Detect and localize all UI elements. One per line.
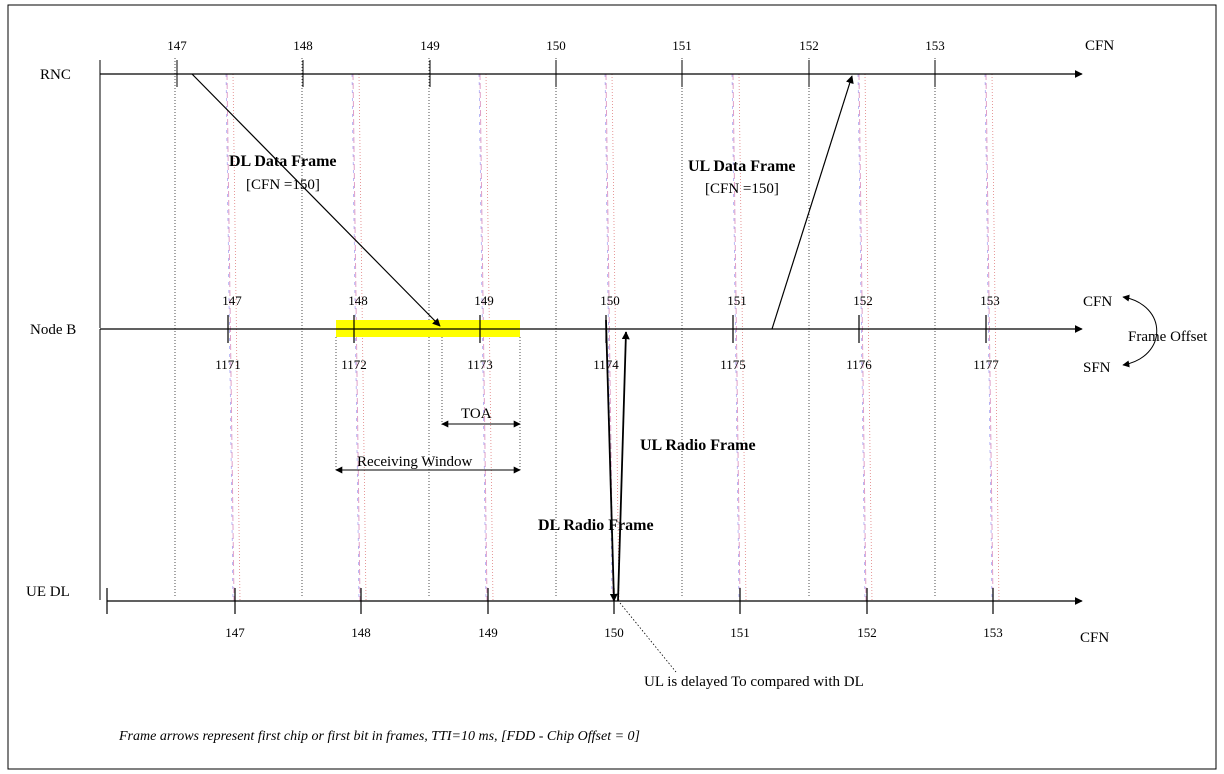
ul-data-frame-label: UL Data Frame <box>688 158 796 175</box>
nodeb-cfn-152: 152 <box>853 293 873 308</box>
ue-cfn-150: 150 <box>604 625 624 640</box>
dl-radio-frame-label: DL Radio Frame <box>538 517 654 534</box>
rnc-label: RNC <box>40 67 71 83</box>
nodeb-cfn-147: 147 <box>222 293 242 308</box>
ul-radio-frame-arrow <box>617 331 630 602</box>
ue-cfn-149: 149 <box>478 625 498 640</box>
frame-offset-label: Frame Offset <box>1128 329 1208 345</box>
nodeb-cfn-148: 148 <box>348 293 368 308</box>
ue-cfn-label: CFN <box>1080 630 1109 646</box>
guide-red-1 <box>358 73 367 602</box>
guide-pink-3 <box>605 73 614 602</box>
nodeb-cfn-150: 150 <box>600 293 620 308</box>
guide-pink-1 <box>352 73 361 602</box>
guide-pink-5 <box>858 73 867 602</box>
ul-data-frame-cfn: [CFN =150] <box>705 181 779 197</box>
ue-cfn-153: 153 <box>983 625 1003 640</box>
guide-red-3 <box>611 73 620 602</box>
guide-pink-6 <box>985 73 994 602</box>
nodeb-cfn-153: 153 <box>980 293 1000 308</box>
ul-delayed-pointer <box>619 602 677 673</box>
ul-delayed-note: UL is delayed To compared with DL <box>644 674 864 690</box>
dl-data-frame-arrow <box>191 73 441 327</box>
rnc-cfn-label: CFN <box>1085 38 1114 54</box>
rnc-cfn-149: 149 <box>420 38 440 53</box>
nodeb-sfn-1171: 1171 <box>215 357 241 372</box>
frame-offset-arrow <box>1122 294 1158 368</box>
rnc-cfn-147: 147 <box>167 38 187 53</box>
nodeb-sfn-1175: 1175 <box>720 357 746 372</box>
toa-label: TOA <box>461 406 492 422</box>
frame-guide-lines <box>174 58 1000 602</box>
rnc-cfn-153: 153 <box>925 38 945 53</box>
guide-pink-2 <box>479 73 488 602</box>
nodeb-cfn-label: CFN <box>1083 294 1112 310</box>
ue-cfn-152: 152 <box>857 625 877 640</box>
nodeb-sfn-1173: 1173 <box>467 357 493 372</box>
dl-data-frame-cfn: [CFN =150] <box>246 177 320 193</box>
guide-blue-1 <box>351 73 360 602</box>
nodeb-cfn-149: 149 <box>474 293 494 308</box>
guide-pink-4 <box>732 73 741 602</box>
rnc-cfn-152: 152 <box>799 38 819 53</box>
guide-red-6 <box>991 73 1000 602</box>
footnote: Frame arrows represent first chip or fir… <box>118 729 640 744</box>
ue-cfn-147: 147 <box>225 625 245 640</box>
guide-pink-0 <box>226 73 235 602</box>
rnc-ticks: 147 148 149 150 151 152 153 <box>167 38 945 87</box>
ul-radio-frame-label: UL Radio Frame <box>640 437 756 454</box>
rnc-cfn-150: 150 <box>546 38 566 53</box>
nodeb-label: Node B <box>30 322 76 338</box>
rnc-cfn-151: 151 <box>672 38 692 53</box>
guide-red-5 <box>864 73 873 602</box>
ue-ticks: 147 148 149 150 151 152 153 <box>106 588 1003 640</box>
nodeb-sfn-1176: 1176 <box>846 357 872 372</box>
nodeb-sfn-1177: 1177 <box>973 357 999 372</box>
guide-red-4 <box>738 73 747 602</box>
ue-cfn-151: 151 <box>730 625 750 640</box>
nodeb-sfn-1172: 1172 <box>341 357 367 372</box>
receiving-window-label: Receiving Window <box>357 454 473 470</box>
nodeb-sfn-1174: 1174 <box>593 357 619 372</box>
nodeb-cfn-151: 151 <box>727 293 747 308</box>
guide-red-2 <box>485 73 494 602</box>
nodeb-sfn-label: SFN <box>1083 360 1111 376</box>
nodeb-ticks: 147 148 149 150 151 152 153 1171 1172 1173 1174 117… <box>215 293 1000 372</box>
ue-cfn-148: 148 <box>351 625 371 640</box>
diagram-border <box>7 4 1217 770</box>
dl-data-frame-label: DL Data Frame <box>229 153 337 170</box>
ue-label: UE DL <box>26 584 70 600</box>
rnc-cfn-148: 148 <box>293 38 313 53</box>
guide-red-0 <box>232 73 241 602</box>
dl-radio-frame-arrow <box>605 319 618 602</box>
ul-data-frame-arrow <box>771 75 854 330</box>
